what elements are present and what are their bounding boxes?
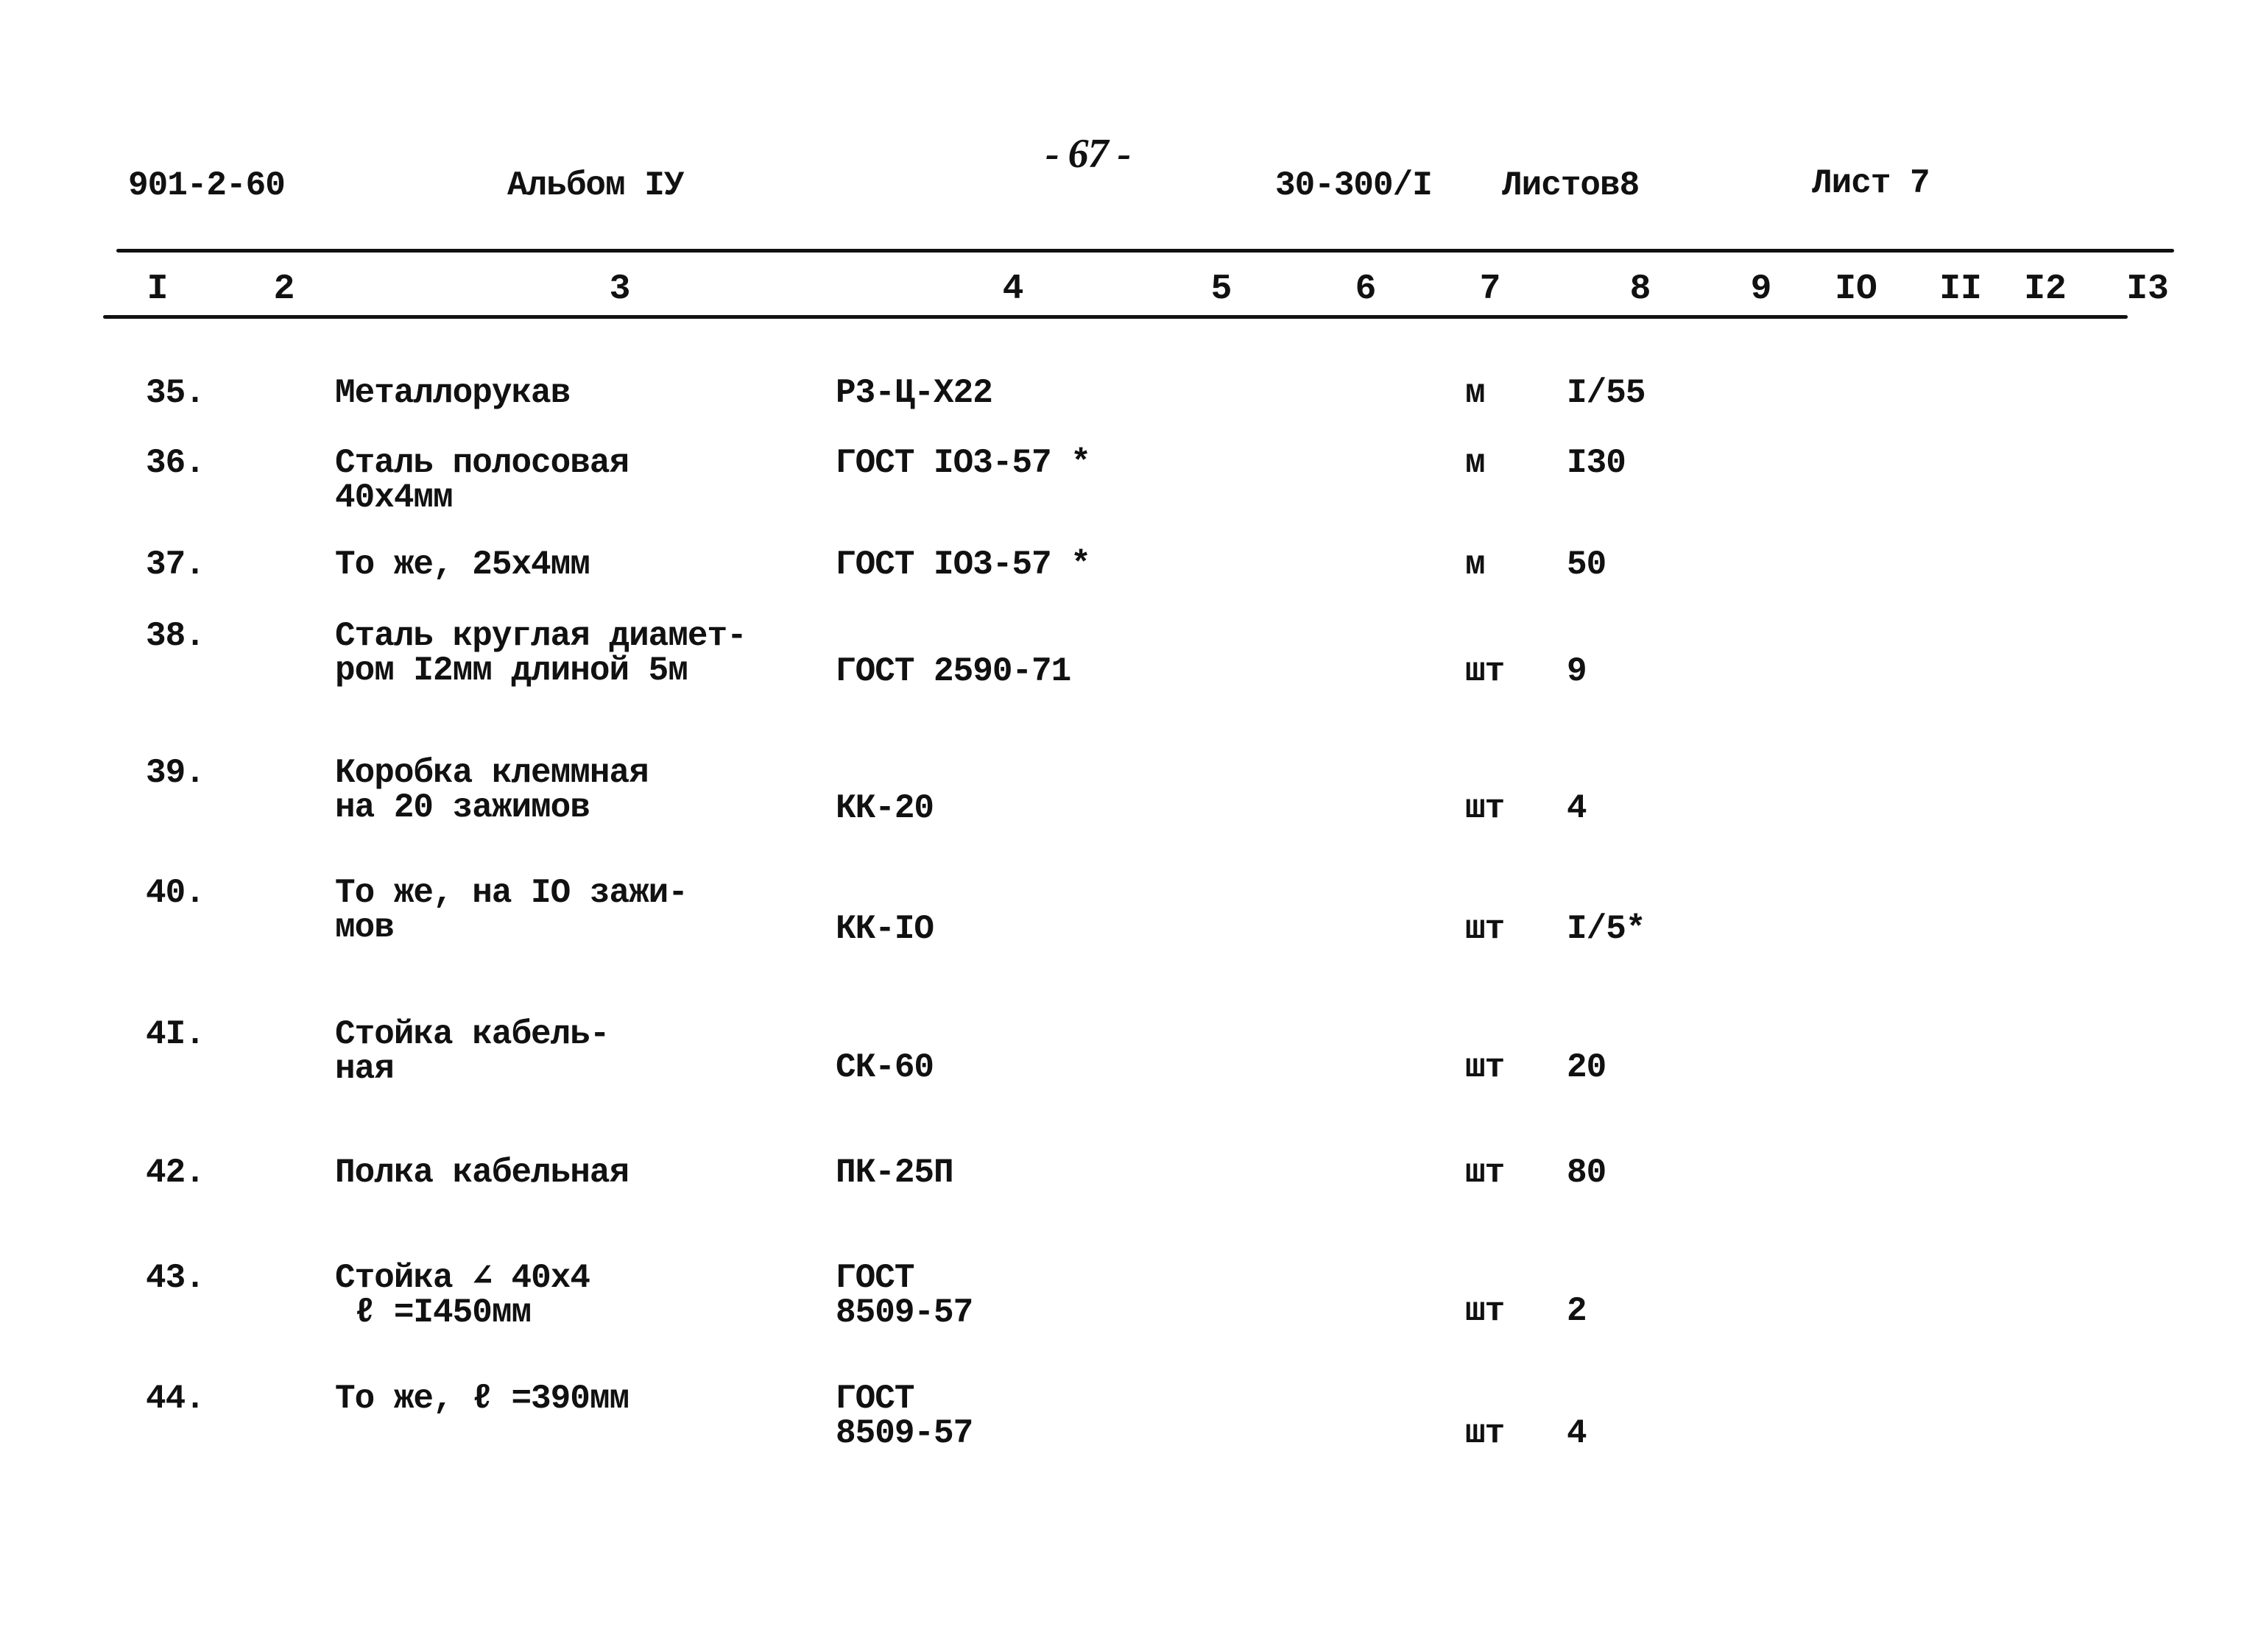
cell-unit: шт: [1465, 910, 1505, 948]
cell-qty: I/55: [1567, 374, 1646, 412]
cell-code: ПК-25П: [836, 1154, 954, 1192]
cell-qty: 9: [1567, 652, 1587, 691]
cell-qty: 20: [1567, 1048, 1606, 1087]
column-header: II: [1939, 269, 1982, 309]
cell-num: 38.: [146, 617, 205, 655]
column-header: I2: [2024, 269, 2067, 309]
cell-num: 40.: [146, 874, 205, 912]
cell-name: Металлорукав: [335, 374, 571, 412]
cell-name: Сталь круглая диамет- ром I2мм длиной 5м: [335, 617, 747, 690]
cell-code: КК-IO: [836, 910, 934, 948]
cell-name: То же, на IO зажи- мов: [335, 874, 688, 947]
cell-num: 35.: [146, 374, 205, 412]
cell-unit: шт: [1465, 1048, 1505, 1087]
column-header: I: [147, 269, 169, 309]
header-top-divider: [116, 249, 2174, 253]
sheets-total: Листов8: [1502, 166, 1640, 205]
sheet-label: Лист 7: [1812, 164, 1930, 202]
cell-unit: м: [1465, 444, 1486, 482]
cell-code: КК-20: [836, 789, 934, 827]
album-label: Альбом IУ: [507, 166, 684, 205]
cell-qty: 80: [1567, 1154, 1606, 1192]
column-header: IO: [1835, 269, 1877, 309]
header-bottom-divider: [103, 315, 2128, 319]
cell-num: 44.: [146, 1380, 205, 1418]
cell-num: 36.: [146, 444, 205, 482]
cell-num: 43.: [146, 1259, 205, 1297]
column-header: 4: [1002, 269, 1024, 309]
cell-qty: 4: [1567, 789, 1587, 827]
cell-name: Стойка ∠ 40х4 ℓ =I450мм: [335, 1259, 590, 1332]
cell-unit: шт: [1465, 1292, 1505, 1330]
cell-code: ГОСТ 2590-71: [836, 652, 1071, 691]
doc-code: 901-2-60: [128, 166, 286, 205]
column-header: 5: [1210, 269, 1232, 309]
column-header: 7: [1479, 269, 1501, 309]
cell-unit: шт: [1465, 652, 1505, 691]
cell-name: Коробка клеммная на 20 зажимов: [335, 754, 649, 827]
cell-unit: м: [1465, 546, 1486, 584]
cell-unit: м: [1465, 374, 1486, 412]
column-header: 8: [1629, 269, 1651, 309]
cell-num: 4I.: [146, 1015, 205, 1053]
cell-num: 37.: [146, 546, 205, 584]
cell-num: 39.: [146, 754, 205, 792]
column-header: 9: [1750, 269, 1772, 309]
cell-name: Стойка кабель- ная: [335, 1015, 610, 1088]
sheet-code: 30-300/I: [1275, 166, 1433, 205]
cell-code: ГОСТ IO3-57 *: [836, 444, 1091, 482]
cell-unit: шт: [1465, 1154, 1505, 1192]
cell-name: То же, ℓ =390мм: [335, 1380, 629, 1418]
cell-unit: шт: [1465, 1414, 1505, 1452]
cell-name: То же, 25х4мм: [335, 546, 590, 584]
cell-qty: I30: [1567, 444, 1626, 482]
cell-code: ГОСТ 8509-57: [836, 1259, 973, 1332]
cell-code: Р3-Ц-Х22: [836, 374, 993, 412]
cell-name: Сталь полосовая 40х4мм: [335, 444, 629, 517]
column-header: 2: [273, 269, 295, 309]
column-header: 6: [1355, 269, 1377, 309]
column-header: I3: [2126, 269, 2169, 309]
cell-qty: 2: [1567, 1292, 1587, 1330]
cell-unit: шт: [1465, 789, 1505, 827]
cell-qty: 4: [1567, 1414, 1587, 1452]
cell-code: СК-60: [836, 1048, 934, 1087]
cell-code: ГОСТ IO3-57 *: [836, 546, 1091, 584]
column-header: 3: [609, 269, 631, 309]
cell-num: 42.: [146, 1154, 205, 1192]
cell-qty: 50: [1567, 546, 1606, 584]
cell-name: Полка кабельная: [335, 1154, 629, 1192]
cell-code: ГОСТ 8509-57: [836, 1380, 973, 1452]
page-number: - 67 -: [1045, 131, 1131, 177]
cell-qty: I/5*: [1567, 910, 1646, 948]
